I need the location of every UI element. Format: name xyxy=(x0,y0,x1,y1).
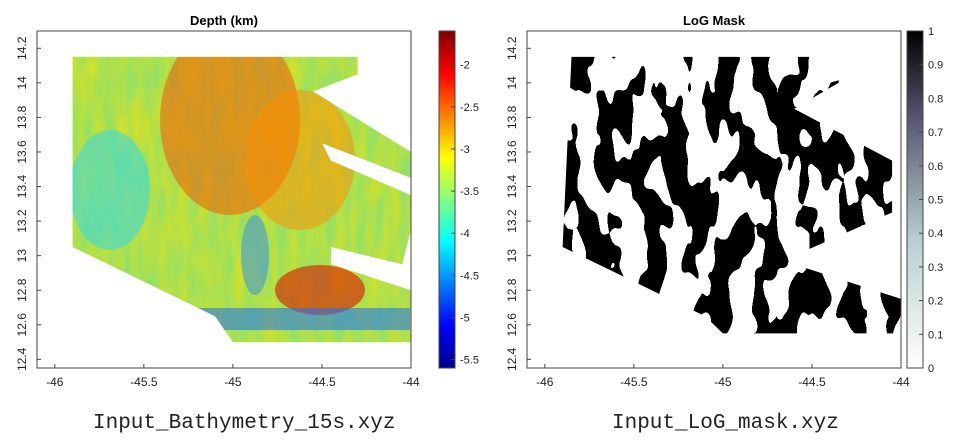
log-mask-y-tick-label: 14.2 xyxy=(505,36,519,60)
depth-y-tick-label: 13.6 xyxy=(15,140,29,164)
log-mask-colorbar-tick-label: 0.9 xyxy=(928,60,943,72)
log-mask-y-tick-label: 13.4 xyxy=(505,175,519,199)
depth-heatmap-panel: Depth (km) -46 -45.5 -45 -44.5 -44 12.412.61… xyxy=(15,13,479,389)
depth-y-tick-label: 13.8 xyxy=(15,105,29,129)
log-mask-y-tick-label: 14 xyxy=(505,76,519,90)
log-mask-colorbar-tick-label: 0.1 xyxy=(928,329,943,341)
depth-x-tick-label: -46 xyxy=(46,375,64,389)
depth-y-tick-label: 12.8 xyxy=(15,278,29,302)
log-mask-x-tick-label: -44 xyxy=(892,375,910,389)
log-mask-y-axis: 12.4 12.6 12.8 13 13.2 13.4 13.6 13.8 14 14.2 xyxy=(505,36,531,371)
log-mask-y-tick-label: 13.8 xyxy=(505,105,519,129)
depth-colorbar-tick-label: -4 xyxy=(460,228,470,240)
depth-y-tick-label: 14 xyxy=(15,76,29,90)
log-mask-y-tick-label: 13.2 xyxy=(505,209,519,233)
depth-x-axis: -46 -45.5 -45 -44.5 -44 xyxy=(46,364,420,389)
depth-chart-title: Depth (km) xyxy=(190,13,258,28)
depth-file-caption: Input_Bathymetry_15s.xyz xyxy=(93,412,396,435)
log-mask-colorbar-tick-label: 0.8 xyxy=(928,93,943,105)
log-mask-y-tick-label: 13.6 xyxy=(505,140,519,164)
log-mask-colorbar-ticks: 1 0.9 0.8 0.7 0.6 0.5 0.4 0.3 0.2 0.1 0 xyxy=(919,26,943,375)
log-mask-colorbar-tick-label: 0.5 xyxy=(928,195,943,207)
log-mask-colorbar-tick-label: 0.2 xyxy=(928,296,943,308)
depth-x-tick-label: -45.5 xyxy=(130,375,158,389)
log-mask-y-tick-label: 12.8 xyxy=(505,278,519,302)
depth-colorbar-tick-label: -5.5 xyxy=(460,355,479,367)
depth-y-tick-label: 12.4 xyxy=(15,347,29,371)
depth-colorbar-tick-label: -2 xyxy=(460,60,470,72)
depth-y-tick-label: 12.6 xyxy=(15,313,29,337)
log-mask-x-tick-label: -46 xyxy=(536,375,554,389)
log-mask-colorbar-tick-label: 0.6 xyxy=(928,161,943,173)
log-mask-x-tick-label: -45.5 xyxy=(620,375,648,389)
log-mask-x-tick-label: -45 xyxy=(714,375,732,389)
depth-y-tick-label: 14.2 xyxy=(15,36,29,60)
depth-colorbar-tick-label: -5 xyxy=(460,312,470,324)
depth-plot-frame xyxy=(36,30,412,369)
log-mask-y-tick-label: 12.6 xyxy=(505,313,519,337)
log-mask-file-caption: Input_LoG_mask.xyz xyxy=(612,412,839,435)
log-mask-y-tick-label: 12.4 xyxy=(505,347,519,371)
depth-y-axis: 12.4 12.6 12.8 13 13.2 13.4 13.6 13.8 14 14.2 xyxy=(15,36,41,371)
depth-x-tick-label: -45 xyxy=(224,375,242,389)
depth-y-tick-label: 13.2 xyxy=(15,209,29,233)
depth-colorbar xyxy=(438,30,456,369)
depth-x-tick-label: -44 xyxy=(402,375,420,389)
depth-x-tick-label: -44.5 xyxy=(308,375,336,389)
log-mask-panel: LoG Mask -46 -45.5 -45 -44.5 -44 12.412.612.… xyxy=(505,13,943,389)
log-mask-chart-title: LoG Mask xyxy=(683,13,746,28)
depth-colorbar-tick-label: -3 xyxy=(460,144,470,156)
log-mask-plot-frame xyxy=(526,30,902,369)
log-mask-colorbar-tick-label: 0.7 xyxy=(928,127,943,139)
depth-colorbar-ticks: -2 -2.5 -3 -3.5 -4 -4.5 -5 -5.5 xyxy=(451,60,479,367)
log-mask-x-tick-label: -44.5 xyxy=(798,375,826,389)
depth-y-tick-label: 13.4 xyxy=(15,175,29,199)
log-mask-colorbar-tick-label: 0.3 xyxy=(928,262,943,274)
log-mask-x-axis: -46 -45.5 -45 -44.5 -44 xyxy=(536,364,910,389)
log-mask-y-tick-label: 13 xyxy=(505,249,519,263)
depth-colorbar-tick-label: -3.5 xyxy=(460,186,479,198)
log-mask-colorbar-tick-label: 0 xyxy=(928,363,934,375)
log-mask-colorbar-tick-label: 1 xyxy=(928,26,934,38)
depth-y-tick-label: 13 xyxy=(15,249,29,263)
depth-colorbar-tick-label: -2.5 xyxy=(460,102,479,114)
log-mask-colorbar-tick-label: 0.4 xyxy=(928,228,943,240)
depth-colorbar-tick-label: -4.5 xyxy=(460,270,479,282)
